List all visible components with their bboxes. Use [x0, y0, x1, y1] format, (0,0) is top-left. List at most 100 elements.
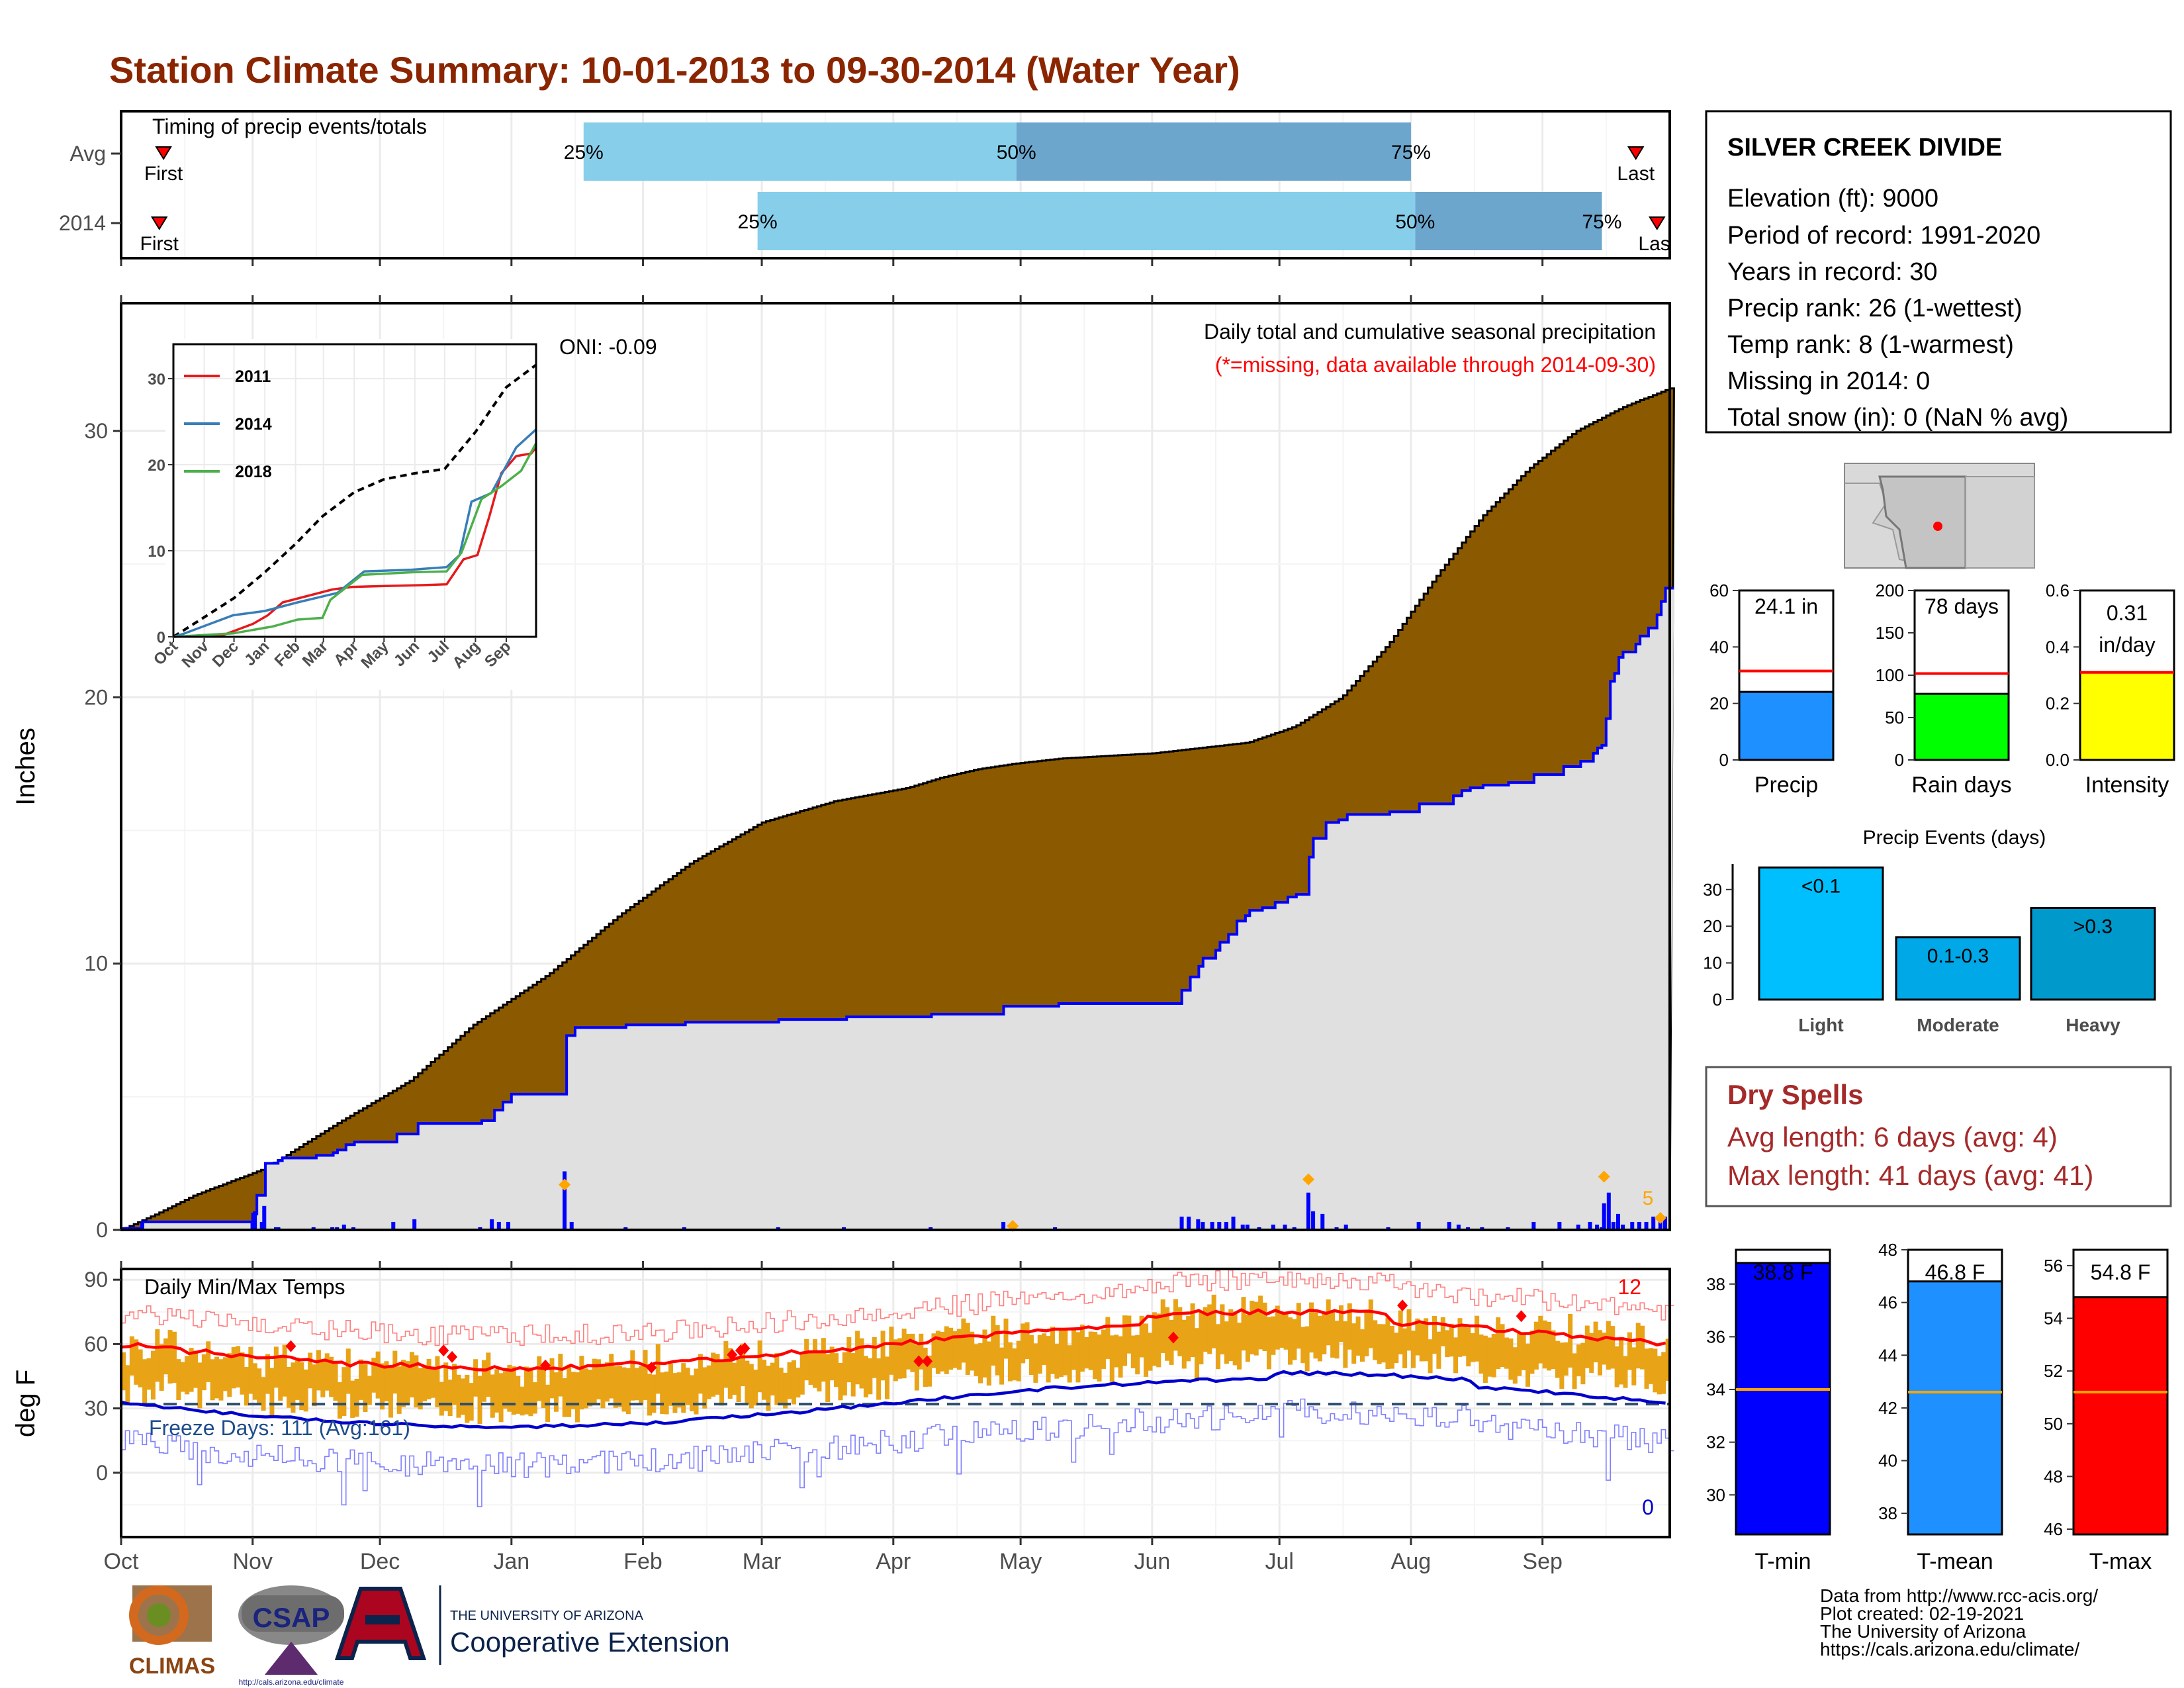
daily-temp-range [639, 1366, 644, 1405]
temp-bar-tick-label: 38 [1706, 1274, 1725, 1294]
gauge-tick-label: 0 [1719, 750, 1729, 770]
climas-logo-text: CLIMAS [129, 1654, 215, 1679]
daily-temp-range [1406, 1309, 1412, 1351]
daily-precip-bar [1602, 1203, 1606, 1230]
daily-temp-range [855, 1331, 860, 1385]
daily-temp-range [1216, 1324, 1221, 1370]
daily-temp-range [1402, 1328, 1408, 1368]
climas-logo: CLIMAS [129, 1585, 215, 1679]
daily-temp-range [778, 1368, 784, 1404]
daily-temp-range [1283, 1314, 1289, 1350]
daily-temp-range [1075, 1332, 1081, 1383]
last-event-marker [1648, 216, 1666, 230]
daily-temp-range [1602, 1333, 1607, 1365]
events-bar-label: <0.1 [1801, 876, 1841, 898]
month-tick-label: Jun [1134, 1549, 1170, 1574]
daily-temp-range [1262, 1302, 1267, 1352]
daily-temp-range [541, 1368, 546, 1409]
daily-temp-range [574, 1372, 580, 1423]
daily-temp-range [1394, 1333, 1399, 1364]
daily-temp-range [1186, 1316, 1191, 1362]
temp-label-tmin: T-min [1755, 1549, 1811, 1574]
gauge-tick-label: 100 [1876, 665, 1904, 685]
precip-y-label: Inches [11, 727, 40, 806]
daily-precip-bar [563, 1171, 567, 1230]
daily-temp-range [469, 1383, 474, 1421]
daily-temp-range [741, 1343, 746, 1387]
daily-temp-range [1653, 1348, 1658, 1393]
daily-temp-range [970, 1331, 975, 1371]
footer-university: The University of Arizona [1820, 1621, 2026, 1642]
daily-precip-bar [1224, 1221, 1228, 1230]
daily-temp-range [401, 1360, 406, 1407]
daily-temp-range [872, 1336, 877, 1378]
daily-precip-bar [1480, 1227, 1484, 1230]
precip-y-tick-label: 20 [84, 685, 108, 709]
daily-precip-bar [1531, 1221, 1536, 1230]
daily-temp-range [1648, 1348, 1653, 1384]
daily-temp-range [443, 1362, 449, 1411]
station-period: Period of record: 1991-2020 [1727, 222, 2040, 250]
daily-temp-range [609, 1354, 614, 1399]
gauge-value-raindays: 78 days [1925, 594, 1999, 618]
daily-temp-range [210, 1359, 215, 1401]
daily-temp-range [931, 1333, 936, 1368]
temp-title: Daily Min/Max Temps [144, 1275, 345, 1299]
daily-temp-range [1496, 1317, 1501, 1370]
record-high-marker [922, 1355, 933, 1368]
daily-precip-bar [1595, 1224, 1600, 1230]
daily-temp-range [965, 1323, 970, 1375]
temp-bar-tick-label: 32 [1706, 1432, 1725, 1452]
daily-temp-range [206, 1341, 211, 1382]
daily-temp-range [1028, 1335, 1034, 1376]
daily-temp-range [244, 1367, 249, 1406]
daily-temp-range [1007, 1342, 1013, 1382]
daily-temp-range [1551, 1330, 1556, 1370]
timing-pct-75: 75% [1391, 142, 1431, 164]
daily-temp-range [134, 1339, 139, 1385]
daily-temp-range [426, 1358, 432, 1399]
daily-precip-bar [1651, 1216, 1656, 1230]
daily-temp-range [1547, 1321, 1552, 1371]
daily-temp-range [617, 1365, 623, 1407]
daily-temp-range [1165, 1307, 1170, 1361]
inset-y-tick-label: 30 [148, 371, 165, 389]
precip-annotation-title: Daily total and cumulative seasonal prec… [1204, 320, 1656, 344]
daily-temp-range [804, 1338, 809, 1381]
daily-temp-range [825, 1354, 831, 1402]
daily-precip-bar [1630, 1221, 1635, 1230]
daily-temp-range [222, 1357, 228, 1391]
temp-bar-tick-label: 54 [2044, 1309, 2063, 1329]
daily-temp-range [762, 1360, 767, 1400]
daily-temp-range [812, 1339, 817, 1388]
daily-temp-range [1449, 1323, 1454, 1357]
daily-temp-range [1275, 1305, 1280, 1350]
events-bar-moderate [1895, 936, 2021, 1001]
daily-precip-bar [490, 1219, 494, 1230]
daily-temp-range [481, 1360, 486, 1402]
ua-big-text: Cooperative Extension [450, 1626, 730, 1658]
daily-temp-range [787, 1362, 792, 1399]
daily-temp-range [452, 1364, 457, 1405]
temp-y-tick-label: 0 [96, 1461, 108, 1485]
month-tick-label: Sep [1522, 1549, 1563, 1574]
heavy-event-marker [1302, 1173, 1314, 1186]
daily-precip-bar [1210, 1221, 1214, 1230]
daily-temp-range [1529, 1331, 1535, 1374]
month-tick-label: Dec [360, 1549, 400, 1574]
daily-temp-range [1148, 1333, 1153, 1371]
station-snow: Total snow (in): 0 (NaN % avg) [1727, 404, 2068, 432]
daily-temp-range [1139, 1315, 1144, 1358]
daily-temp-range [185, 1356, 190, 1395]
daily-temp-range [1152, 1312, 1157, 1366]
record-high-marker [1516, 1310, 1527, 1323]
daily-temp-range [1097, 1334, 1102, 1382]
footer-data-source: Data from http://www.rcc-acis.org/ [1820, 1585, 2098, 1606]
record-high-marker [646, 1362, 657, 1374]
daily-temp-range [625, 1368, 631, 1415]
daily-temp-range [745, 1360, 750, 1405]
daily-temp-range [884, 1356, 889, 1399]
daily-temp-range [821, 1338, 826, 1382]
daily-precip-bar [1576, 1224, 1580, 1230]
